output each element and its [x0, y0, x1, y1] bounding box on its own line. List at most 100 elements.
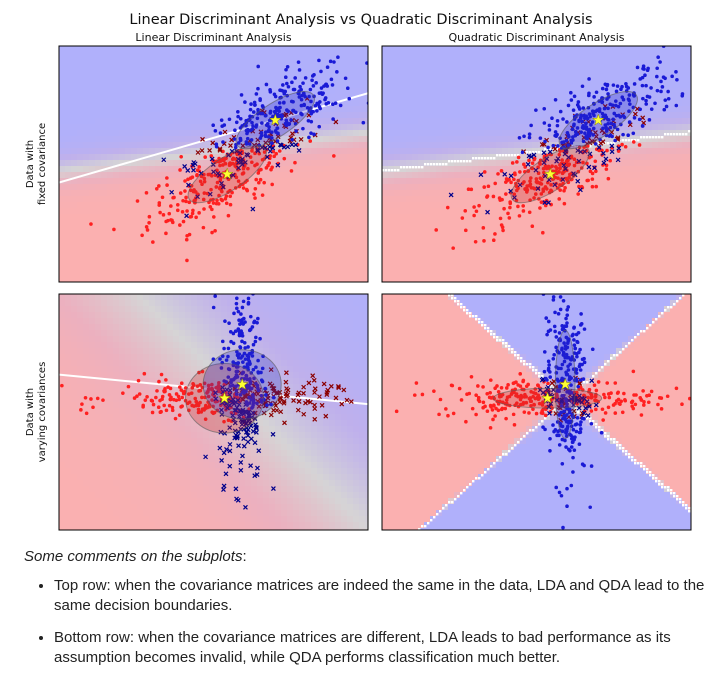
- region-cell: [221, 166, 228, 173]
- region-cell: [269, 220, 276, 227]
- region-cell: [137, 160, 144, 167]
- region-cell: [59, 82, 66, 89]
- region-cell: [71, 172, 78, 179]
- region-cell: [562, 118, 569, 125]
- region-cell: [448, 52, 455, 59]
- region-cell: [347, 274, 354, 281]
- region-cell: [287, 94, 294, 101]
- region-cell: [83, 52, 90, 59]
- region-cell: [227, 214, 234, 221]
- region-cell: [400, 232, 407, 239]
- region-cell: [610, 166, 617, 173]
- region-cell: [83, 118, 90, 125]
- region-cell: [502, 244, 509, 251]
- region-cell: [418, 202, 425, 209]
- region-cell: [287, 160, 294, 167]
- region-cell: [101, 268, 108, 275]
- region-cell: [251, 58, 258, 65]
- region-cell: [682, 232, 689, 239]
- region-cell: [281, 190, 288, 197]
- region-cell: [113, 196, 120, 203]
- region-cell: [317, 244, 324, 251]
- region-cell: [125, 46, 132, 53]
- region-cell: [257, 154, 264, 161]
- region-cell: [155, 160, 162, 167]
- region-cell: [514, 232, 521, 239]
- region-cell: [580, 196, 587, 203]
- region-cell: [436, 130, 443, 137]
- region-cell: [382, 208, 389, 215]
- region-cell: [359, 202, 366, 209]
- region-cell: [263, 208, 270, 215]
- region-cell: [83, 88, 90, 95]
- region-cell: [149, 100, 156, 107]
- region-cell: [227, 268, 234, 275]
- region-cell: [496, 232, 503, 239]
- region-cell: [191, 70, 198, 77]
- region-cell: [251, 274, 258, 281]
- region-cell: [634, 184, 641, 191]
- region-cell: [514, 130, 521, 137]
- region-cell: [658, 154, 665, 161]
- region-cell: [179, 106, 186, 113]
- region-cell: [221, 124, 228, 131]
- region-cell: [113, 124, 120, 131]
- region-cell: [215, 220, 222, 227]
- region-cell: [245, 280, 252, 282]
- region-cell: [77, 202, 84, 209]
- region-cell: [502, 52, 509, 59]
- region-cell: [305, 190, 312, 197]
- region-cell: [239, 202, 246, 209]
- region-cell: [496, 244, 503, 251]
- region-cell: [604, 46, 611, 53]
- region-cell: [586, 166, 593, 173]
- data-point: [221, 140, 225, 144]
- region-cell: [460, 238, 467, 245]
- data-point: [211, 123, 215, 127]
- region-cell: [496, 220, 503, 227]
- data-point: [285, 108, 289, 112]
- region-cell: [568, 130, 575, 137]
- region-cell: [167, 82, 174, 89]
- region-cell: [400, 82, 407, 89]
- region-cell: [59, 214, 66, 221]
- region-cell: [287, 70, 294, 77]
- region-cell: [634, 52, 641, 59]
- region-cell: [646, 178, 653, 185]
- region-cell: [502, 58, 509, 65]
- region-cell: [550, 100, 557, 107]
- region-cell: [460, 100, 467, 107]
- region-cell: [532, 280, 539, 282]
- region-cell: [454, 154, 461, 161]
- region-cell: [293, 106, 300, 113]
- region-cell: [508, 154, 515, 161]
- region-cell: [424, 202, 431, 209]
- region-cell: [676, 178, 683, 185]
- region-cell: [562, 214, 569, 221]
- region-cell: [299, 220, 306, 227]
- region-cell: [634, 148, 641, 155]
- region-cell: [347, 196, 354, 203]
- region-cell: [616, 214, 623, 221]
- region-cell: [604, 190, 611, 197]
- region-cell: [113, 94, 120, 101]
- data-point: [521, 209, 526, 213]
- region-cell: [472, 190, 479, 197]
- region-cell: [670, 160, 677, 167]
- region-cell: [203, 52, 210, 59]
- region-cell: [95, 100, 102, 107]
- region-cell: [544, 88, 551, 95]
- region-cell: [676, 232, 683, 239]
- region-cell: [562, 88, 569, 95]
- region-cell: [676, 280, 683, 282]
- region-cell: [424, 142, 431, 149]
- region-cell: [676, 214, 683, 221]
- region-cell: [125, 166, 132, 173]
- region-cell: [59, 88, 66, 95]
- region-cell: [424, 268, 431, 275]
- region-cell: [622, 262, 629, 269]
- data-point: [241, 171, 246, 175]
- region-cell: [227, 70, 234, 77]
- region-cell: [646, 184, 653, 191]
- plot-area: [382, 46, 691, 282]
